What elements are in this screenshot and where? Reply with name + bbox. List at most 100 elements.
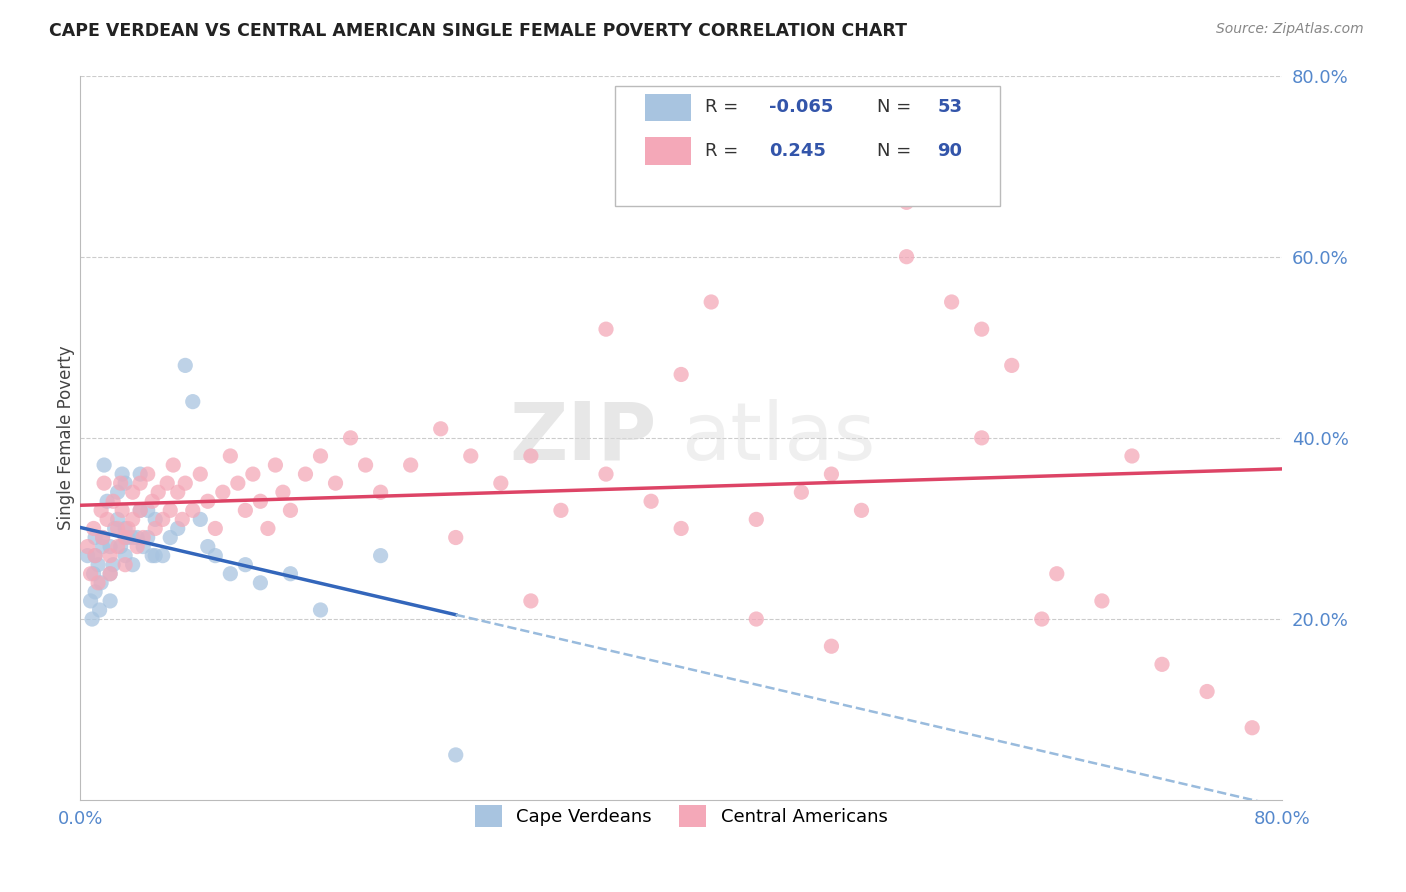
- Point: [172, 512, 194, 526]
- Point: [640, 494, 662, 508]
- Point: [159, 503, 181, 517]
- Point: [354, 458, 377, 472]
- Point: [101, 494, 124, 508]
- Point: [79, 594, 101, 608]
- Point: [669, 368, 692, 382]
- Point: [1091, 594, 1114, 608]
- FancyBboxPatch shape: [645, 94, 690, 121]
- Point: [117, 531, 139, 545]
- Point: [76, 549, 98, 563]
- Point: [84, 549, 107, 563]
- Point: [1241, 721, 1264, 735]
- Point: [110, 476, 132, 491]
- Point: [87, 575, 110, 590]
- Point: [1031, 612, 1053, 626]
- Point: [181, 503, 204, 517]
- Point: [129, 503, 152, 517]
- Text: N =: N =: [877, 98, 917, 117]
- Point: [107, 521, 129, 535]
- Point: [520, 594, 543, 608]
- Point: [188, 512, 211, 526]
- Point: [197, 494, 219, 508]
- Text: -0.065: -0.065: [769, 98, 834, 117]
- Point: [174, 359, 197, 373]
- Point: [188, 467, 211, 482]
- Point: [98, 549, 121, 563]
- Point: [111, 467, 134, 482]
- Point: [104, 521, 127, 535]
- Point: [309, 603, 332, 617]
- Point: [700, 295, 723, 310]
- Point: [970, 431, 993, 445]
- Point: [98, 566, 121, 581]
- Point: [181, 394, 204, 409]
- Text: Source: ZipAtlas.com: Source: ZipAtlas.com: [1216, 22, 1364, 37]
- Text: R =: R =: [706, 142, 744, 160]
- Point: [370, 549, 392, 563]
- Point: [204, 549, 226, 563]
- Text: R =: R =: [706, 98, 744, 117]
- Point: [280, 503, 302, 517]
- Point: [148, 485, 170, 500]
- Point: [520, 449, 543, 463]
- Point: [107, 485, 129, 500]
- Point: [235, 503, 257, 517]
- Point: [84, 531, 107, 545]
- Point: [399, 458, 422, 472]
- Point: [280, 566, 302, 581]
- Point: [117, 521, 139, 535]
- Point: [90, 575, 112, 590]
- Point: [91, 540, 114, 554]
- Point: [174, 476, 197, 491]
- Point: [159, 531, 181, 545]
- Point: [242, 467, 264, 482]
- Point: [896, 195, 918, 210]
- Point: [90, 503, 112, 517]
- Point: [121, 558, 143, 572]
- Point: [141, 549, 163, 563]
- Point: [87, 558, 110, 572]
- Point: [219, 449, 242, 463]
- Point: [98, 566, 121, 581]
- Point: [89, 603, 111, 617]
- Point: [91, 531, 114, 545]
- Point: [132, 531, 155, 545]
- Point: [460, 449, 482, 463]
- Point: [121, 512, 143, 526]
- Point: [197, 540, 219, 554]
- Point: [851, 503, 873, 517]
- Point: [1150, 657, 1173, 672]
- Point: [1121, 449, 1143, 463]
- Y-axis label: Single Female Poverty: Single Female Poverty: [58, 345, 75, 530]
- Point: [96, 494, 118, 508]
- Point: [941, 295, 963, 310]
- Point: [211, 485, 233, 500]
- Point: [166, 485, 188, 500]
- Point: [136, 467, 159, 482]
- Point: [121, 485, 143, 500]
- Point: [669, 521, 692, 535]
- Point: [790, 485, 813, 500]
- Text: 90: 90: [938, 142, 962, 160]
- Point: [595, 467, 617, 482]
- Text: 0.245: 0.245: [769, 142, 825, 160]
- FancyBboxPatch shape: [645, 137, 690, 165]
- Text: CAPE VERDEAN VS CENTRAL AMERICAN SINGLE FEMALE POVERTY CORRELATION CHART: CAPE VERDEAN VS CENTRAL AMERICAN SINGLE …: [49, 22, 907, 40]
- Point: [96, 512, 118, 526]
- Point: [745, 612, 768, 626]
- Point: [107, 512, 129, 526]
- Point: [121, 531, 143, 545]
- Point: [264, 458, 287, 472]
- Point: [143, 521, 166, 535]
- Point: [114, 558, 136, 572]
- Point: [1197, 684, 1219, 698]
- Point: [143, 512, 166, 526]
- Point: [745, 512, 768, 526]
- Point: [820, 159, 842, 173]
- Point: [143, 549, 166, 563]
- Point: [107, 540, 129, 554]
- Point: [132, 540, 155, 554]
- Point: [98, 540, 121, 554]
- Point: [152, 549, 174, 563]
- Point: [271, 485, 294, 500]
